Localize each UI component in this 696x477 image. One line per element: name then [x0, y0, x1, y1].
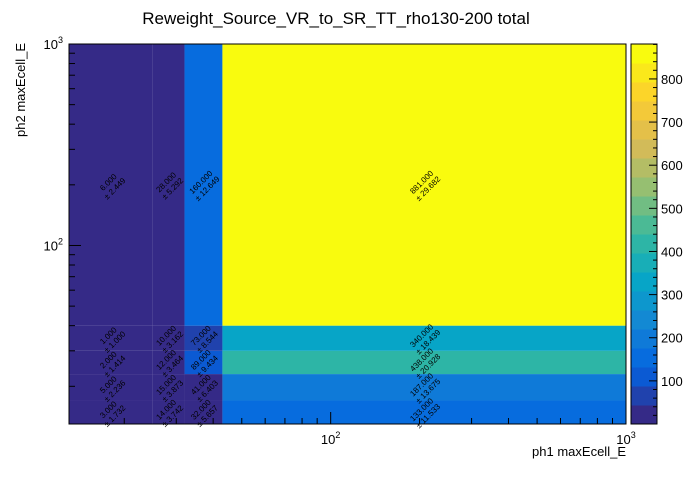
palette-tick-label: 800 [661, 72, 683, 87]
heatmap-cell [222, 44, 626, 326]
heatmap-cell [152, 44, 185, 326]
heatmap-cell [69, 400, 153, 424]
heatmap-cells [69, 44, 626, 424]
palette-band [631, 272, 657, 292]
palette-band [631, 139, 657, 159]
heatmap-cell [222, 325, 626, 351]
y-axis-label: ph2 maxEcell_E [13, 43, 28, 137]
x-axis-label: ph1 maxEcell_E [532, 444, 626, 459]
heatmap-cell [222, 400, 626, 424]
palette-band [631, 234, 657, 254]
palette-band [631, 196, 657, 216]
x-tick-label: 102 [321, 430, 340, 447]
palette-tick-label: 600 [661, 158, 683, 173]
palette-band [631, 386, 657, 406]
palette-band [631, 253, 657, 273]
heatmap-cell [69, 325, 153, 351]
palette-band [631, 215, 657, 235]
axes: 102 103 102 103 [44, 35, 636, 447]
chart-title: Reweight_Source_VR_to_SR_TT_rho130-200 t… [142, 9, 529, 28]
heatmap-cell [69, 374, 153, 401]
palette-tick-label: 200 [661, 331, 683, 346]
palette-band [631, 63, 657, 83]
heatmap-cell [69, 44, 153, 326]
heatmap-cell [222, 350, 626, 375]
palette-tick-label: 700 [661, 115, 683, 130]
palette-band [631, 405, 657, 425]
palette-band [631, 177, 657, 197]
heatmap-cell [184, 44, 223, 326]
palette-tick-label: 100 [661, 374, 683, 389]
palette-band [631, 291, 657, 311]
palette-band [631, 44, 657, 64]
y-tick-label: 102 [44, 236, 63, 253]
palette-tick-label: 400 [661, 244, 683, 259]
heatmap-cell [184, 374, 223, 401]
palette-band [631, 101, 657, 121]
heatmap-cell [69, 350, 153, 375]
palette-band [631, 310, 657, 330]
heatmap-cell [152, 350, 185, 375]
heatmap-cell [222, 374, 626, 401]
palette-band [631, 348, 657, 368]
palette-tick-label: 500 [661, 201, 683, 216]
heatmap-cell [184, 350, 223, 375]
palette-band [631, 82, 657, 102]
color-palette: 100 200 300 400 500 600 700 800 [630, 43, 683, 425]
y-tick-label: 103 [44, 35, 63, 52]
palette-band [631, 329, 657, 349]
heatmap-cell [152, 374, 185, 401]
heatmap-cell [184, 325, 223, 351]
x-tick-label: 103 [616, 430, 635, 447]
palette-band [631, 367, 657, 387]
palette-band [631, 120, 657, 140]
palette-band [631, 158, 657, 178]
plot-frame [68, 43, 627, 425]
heatmap-cell [152, 325, 185, 351]
palette-tick-label: 300 [661, 288, 683, 303]
